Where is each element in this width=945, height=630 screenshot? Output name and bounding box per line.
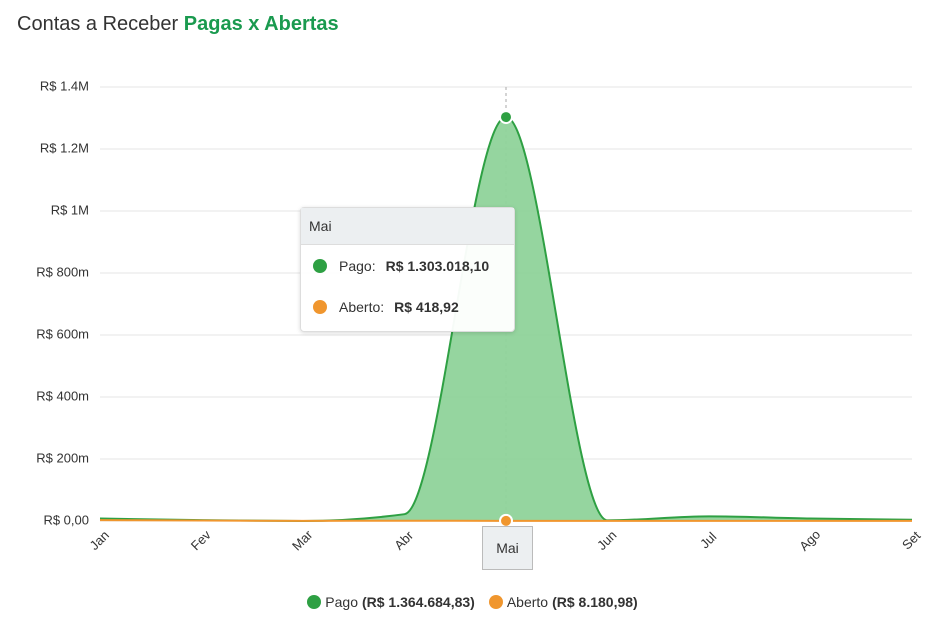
x-tick-label: Jun: [594, 528, 619, 553]
y-tick-label: R$ 400m: [36, 388, 89, 403]
legend-swatch: [307, 595, 322, 609]
chart-title: Contas a Receber Pagas x Abertas: [17, 13, 339, 36]
tooltip-title: Mai: [301, 208, 514, 245]
title-highlight: Pagas x Abertas: [183, 13, 339, 35]
tooltip-row: Aberto: R$ 418,92: [301, 286, 514, 327]
tooltip-dot: [313, 299, 327, 314]
y-tick-label: R$ 1M: [51, 202, 89, 217]
y-tick-label: R$ 800m: [36, 264, 89, 279]
title-text: Contas a Receber: [17, 13, 179, 35]
x-tick-label: Set: [899, 528, 924, 553]
x-tick-label: Mar: [289, 527, 316, 554]
tooltip-value: R$ 418,92: [394, 298, 459, 315]
tooltip-dot: [313, 258, 327, 273]
legend-swatch: [488, 595, 503, 609]
tooltip-row: Pago: R$ 1.303.018,10: [301, 245, 514, 286]
legend-label: Pago: [325, 594, 358, 610]
x-tick-label: Ago: [796, 527, 823, 554]
crosshair-label: Mai: [482, 526, 533, 570]
x-tick-label: Abr: [391, 527, 416, 552]
y-tick-label: R$ 1.4M: [40, 78, 89, 93]
y-tick-label: R$ 200m: [36, 450, 89, 465]
y-tick-label: R$ 1.2M: [40, 140, 89, 155]
legend-total: (R$ 8.180,98): [552, 594, 638, 610]
tooltip-label: Aberto:: [339, 298, 385, 315]
tooltip: Mai Pago: R$ 1.303.018,10 Aberto: R$ 418,92: [300, 207, 515, 332]
tooltip-value: R$ 1.303.018,10: [385, 257, 490, 274]
x-tick-label: Jan: [87, 528, 112, 553]
legend-label: Aberto: [506, 594, 549, 610]
y-tick-label: R$ 600m: [36, 326, 89, 341]
legend-item[interactable]: Aberto (R$ 8.180,98): [488, 594, 638, 610]
highlight-point: [499, 110, 513, 125]
legend-item[interactable]: Pago (R$ 1.364.684,83): [307, 594, 475, 610]
legend-total: (R$ 1.364.684,83): [361, 594, 475, 610]
legend: Pago (R$ 1.364.684,83) Aberto (R$ 8.180,98): [0, 594, 945, 610]
x-tick-label: Fev: [188, 527, 214, 553]
y-tick-label: R$ 0,00: [43, 512, 89, 527]
tooltip-label: Pago:: [339, 257, 376, 274]
x-tick-label: Jul: [697, 529, 719, 551]
